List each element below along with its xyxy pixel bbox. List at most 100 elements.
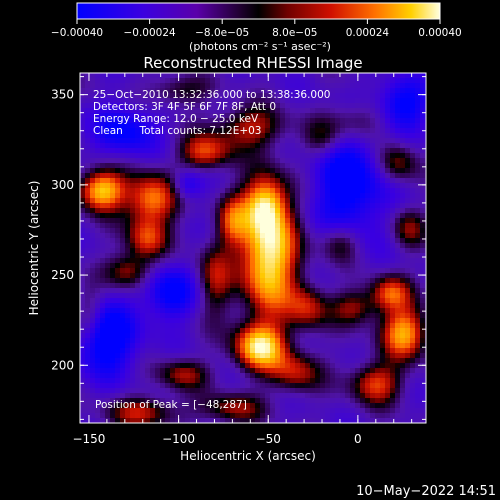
- heatmap-cell: [265, 158, 271, 164]
- heatmap-cell: [285, 223, 291, 229]
- heatmap-cell: [145, 303, 151, 309]
- heatmap-cell: [340, 88, 346, 94]
- heatmap-cell: [220, 343, 226, 349]
- heatmap-cell: [250, 373, 256, 379]
- heatmap-cell: [170, 258, 176, 264]
- heatmap-cell: [205, 168, 211, 174]
- heatmap-cell: [300, 363, 306, 369]
- heatmap-cell: [170, 168, 176, 174]
- heatmap-cell: [140, 413, 146, 419]
- heatmap-cell: [405, 113, 411, 119]
- heatmap-cell: [310, 223, 316, 229]
- heatmap-cell: [190, 213, 196, 219]
- heatmap-cell: [360, 228, 366, 234]
- heatmap-cell: [195, 93, 201, 99]
- heatmap-cell: [250, 138, 256, 144]
- heatmap-cell: [135, 83, 141, 89]
- heatmap-cell: [235, 403, 241, 409]
- heatmap-cell: [405, 408, 411, 414]
- heatmap-cell: [105, 118, 111, 124]
- heatmap-cell: [190, 378, 196, 384]
- heatmap-cell: [195, 238, 201, 244]
- heatmap-cell: [90, 123, 96, 129]
- heatmap-cell: [90, 118, 96, 124]
- heatmap-cell: [120, 113, 126, 119]
- heatmap-cell: [260, 398, 266, 404]
- heatmap-cell: [245, 118, 251, 124]
- heatmap-cell: [395, 78, 401, 84]
- heatmap-cell: [410, 413, 416, 419]
- heatmap-cell: [130, 318, 136, 324]
- heatmap-cell: [420, 328, 426, 334]
- heatmap-cell: [290, 348, 296, 354]
- heatmap-cell: [205, 358, 211, 364]
- heatmap-cell: [135, 323, 141, 329]
- heatmap-cell: [110, 343, 116, 349]
- heatmap-cell: [270, 228, 276, 234]
- heatmap-cell: [125, 143, 131, 149]
- heatmap-cell: [180, 218, 186, 224]
- heatmap-cell: [315, 178, 321, 184]
- heatmap-cell: [315, 113, 321, 119]
- heatmap-cell: [250, 298, 256, 304]
- heatmap-cell: [295, 308, 301, 314]
- heatmap-cell: [190, 288, 196, 294]
- heatmap-cell: [345, 233, 351, 239]
- heatmap-cell: [415, 203, 421, 209]
- heatmap-cell: [140, 138, 146, 144]
- heatmap-cell: [415, 403, 421, 409]
- heatmap-cell: [250, 233, 256, 239]
- heatmap-cell: [320, 308, 326, 314]
- heatmap-cell: [180, 418, 186, 423]
- heatmap-cell: [390, 218, 396, 224]
- heatmap-cell: [175, 138, 181, 144]
- heatmap-cell: [375, 328, 381, 334]
- heatmap-cell: [370, 418, 376, 423]
- heatmap-cell: [405, 388, 411, 394]
- heatmap-cell: [135, 223, 141, 229]
- heatmap-cell: [100, 78, 106, 84]
- heatmap-cell: [90, 108, 96, 114]
- heatmap-cell: [285, 408, 291, 414]
- heatmap-cell: [220, 163, 226, 169]
- heatmap-cell: [390, 238, 396, 244]
- heatmap-cell: [410, 78, 416, 84]
- heatmap-cell: [80, 398, 86, 404]
- heatmap-cell: [340, 368, 346, 374]
- heatmap-cell: [200, 258, 206, 264]
- heatmap-cell: [280, 113, 286, 119]
- heatmap-cell: [405, 83, 411, 89]
- heatmap-cell: [185, 403, 191, 409]
- heatmap-cell: [210, 228, 216, 234]
- heatmap-cell: [310, 208, 316, 214]
- heatmap-cell: [365, 143, 371, 149]
- heatmap-cell: [300, 183, 306, 189]
- heatmap-cell: [335, 253, 341, 259]
- heatmap-cell: [235, 188, 241, 194]
- heatmap-cell: [380, 353, 386, 359]
- heatmap-cell: [200, 388, 206, 394]
- heatmap-cell: [235, 123, 241, 129]
- heatmap-cell: [220, 188, 226, 194]
- heatmap-cell: [185, 88, 191, 94]
- heatmap-cell: [340, 168, 346, 174]
- heatmap-cell: [370, 358, 376, 364]
- heatmap-cell: [230, 368, 236, 374]
- heatmap-cell: [405, 168, 411, 174]
- heatmap-cell: [150, 378, 156, 384]
- heatmap-cell: [230, 278, 236, 284]
- heatmap-cell: [150, 203, 156, 209]
- heatmap-cell: [220, 348, 226, 354]
- heatmap-cell: [420, 418, 426, 423]
- heatmap-cell: [405, 283, 411, 289]
- heatmap-cell: [420, 278, 426, 284]
- heatmap-cell: [180, 348, 186, 354]
- heatmap-cell: [165, 298, 171, 304]
- heatmap-cell: [265, 203, 271, 209]
- heatmap-cell: [205, 413, 211, 419]
- heatmap-cell: [405, 308, 411, 314]
- heatmap-cell: [225, 298, 231, 304]
- heatmap-cell: [185, 368, 191, 374]
- heatmap-cell: [180, 98, 186, 104]
- heatmap-cell: [395, 253, 401, 259]
